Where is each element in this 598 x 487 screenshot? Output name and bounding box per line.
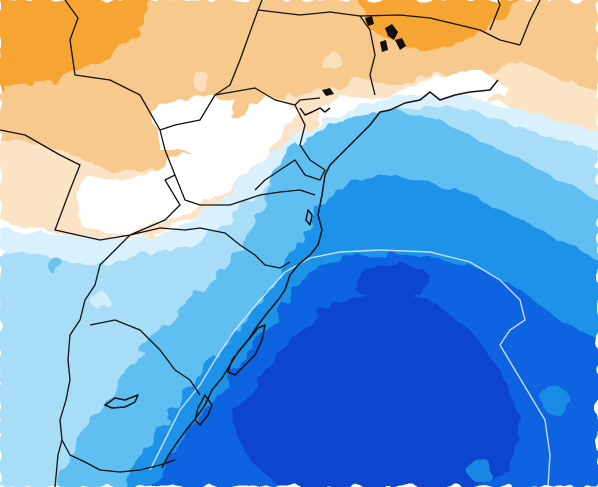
border-line-mid-a bbox=[254, 104, 326, 191]
border-line-north-d bbox=[359, 14, 521, 46]
border-line-north-c bbox=[257, 9, 376, 96]
border-line-north-b bbox=[214, 0, 263, 96]
coastline-north bbox=[161, 79, 499, 469]
border-line-south-d bbox=[54, 439, 63, 487]
island-outline bbox=[305, 209, 313, 226]
political-borders bbox=[0, 0, 541, 487]
lagoon-outline bbox=[227, 324, 266, 376]
cool-deepest-area bbox=[230, 290, 520, 487]
texture-patches bbox=[10, 50, 570, 482]
border-line-north-a bbox=[159, 87, 321, 131]
border-line-south-a bbox=[129, 227, 291, 269]
border-line-east-a bbox=[489, 0, 501, 31]
border-line-north-e bbox=[519, 0, 541, 46]
coastline bbox=[104, 79, 499, 469]
border-line-west-a bbox=[0, 129, 181, 241]
border-line-west-b bbox=[159, 129, 316, 206]
warm-strong-area-north bbox=[360, 0, 520, 50]
lagoon-outline-south bbox=[194, 394, 213, 426]
anomaly-contour-line bbox=[149, 249, 551, 487]
border-line-south-c bbox=[89, 319, 201, 396]
warm-strong-area bbox=[0, 0, 150, 90]
border-line-south-b bbox=[59, 234, 176, 473]
reservoirs bbox=[322, 16, 406, 96]
inland-lake bbox=[104, 394, 139, 409]
border-line-west-north bbox=[64, 0, 161, 131]
cool-anomaly-field bbox=[0, 95, 598, 487]
bay-outline bbox=[299, 107, 331, 116]
cool-deepest-patch bbox=[355, 262, 430, 300]
